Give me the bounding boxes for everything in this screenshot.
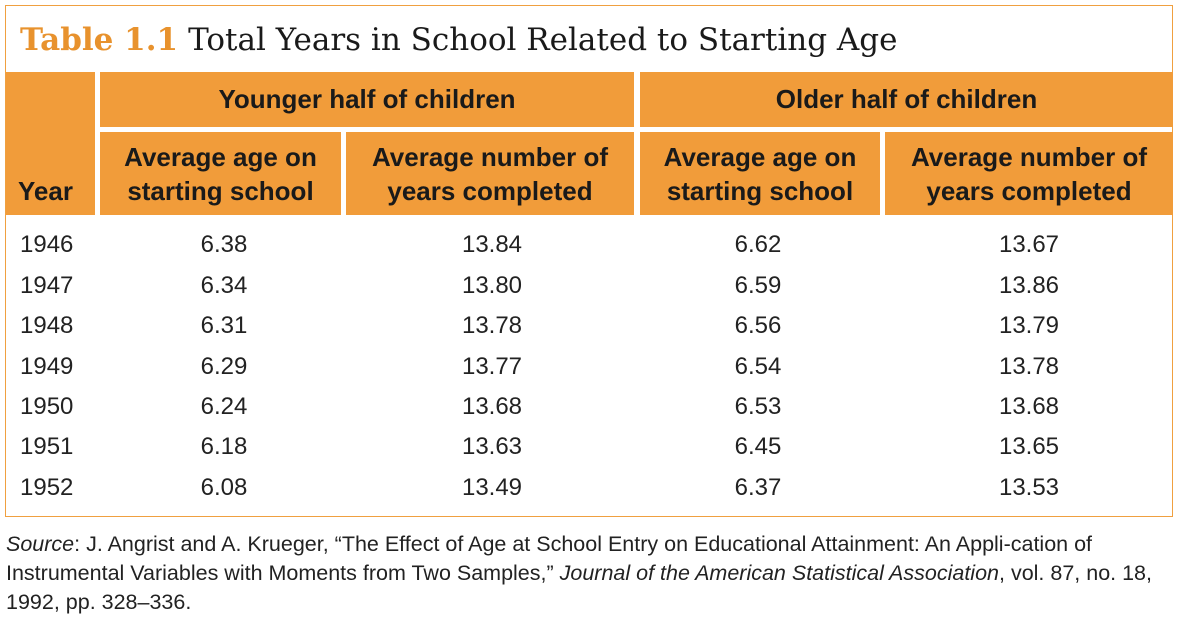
source-note: Source: J. Angrist and A. Krueger, “The … <box>6 530 1172 617</box>
cell-younger-years: 13.68 <box>461 393 523 420</box>
cell-year: 1947 <box>20 271 74 299</box>
cell-older-age: 6.37 <box>734 473 782 501</box>
cell-year: 1950 <box>20 393 74 420</box>
source-citation: , vol. 87, no. 18, 1992, pp. 328–336. <box>6 561 1152 614</box>
cell-older-age: 6.62 <box>734 231 782 258</box>
cell-younger-age: 6.18 <box>200 433 248 460</box>
subheader-older-age: Average age on starting school <box>640 132 880 215</box>
cell-year: 1949 <box>20 352 74 380</box>
cell-younger-years: 13.49 <box>461 473 523 501</box>
table-row: 1949 6.29 13.77 6.54 13.78 <box>6 347 1172 387</box>
group-header-older-label: Older half of children <box>775 84 1038 114</box>
cell-year: 1951 <box>20 433 74 460</box>
group-header-older: Older half of children <box>640 72 1173 127</box>
table-title: Table 1.1 Total Years in School Related t… <box>20 20 897 60</box>
group-header-younger-label: Younger half of children <box>218 84 516 114</box>
subheader-line: Average number of <box>372 141 608 172</box>
cell-older-age: 6.45 <box>734 433 782 460</box>
cell-younger-years: 13.63 <box>461 433 523 460</box>
cell-younger-years: 13.77 <box>461 352 523 380</box>
cell-younger-age: 6.24 <box>200 393 248 420</box>
subheader-line: Average number of <box>911 141 1147 172</box>
subheader-younger-years: Average number of years completed <box>346 132 634 215</box>
table-row: 1946 6.38 13.84 6.62 13.67 <box>6 225 1172 265</box>
cell-older-years: 13.53 <box>998 473 1060 501</box>
table-title-text: Total Years in School Related to Startin… <box>188 22 898 58</box>
cell-older-years: 13.86 <box>998 271 1060 299</box>
subheader-older-years: Average number of years completed <box>885 132 1173 215</box>
group-header-younger: Younger half of children <box>100 72 634 127</box>
year-header: Year <box>6 72 95 215</box>
cell-older-age: 6.54 <box>734 352 782 380</box>
cell-older-years: 13.67 <box>998 231 1060 258</box>
subheader-line: starting school <box>666 175 854 206</box>
subheader-line: Average age on <box>124 141 317 172</box>
cell-older-years: 13.78 <box>998 352 1060 380</box>
cell-older-age: 6.59 <box>734 271 782 299</box>
cell-younger-years: 13.80 <box>461 271 523 299</box>
cell-year: 1952 <box>20 473 74 501</box>
subheader-line: Average age on <box>663 141 857 172</box>
cell-older-age: 6.56 <box>734 312 782 339</box>
source-journal: Journal of the American Statistical Asso… <box>559 561 999 585</box>
cell-younger-years: 13.78 <box>461 312 523 339</box>
cell-younger-age: 6.38 <box>200 231 248 258</box>
cell-younger-age: 6.08 <box>200 473 248 501</box>
table-row: 1948 6.31 13.78 6.56 13.79 <box>6 306 1172 346</box>
cell-older-years: 13.65 <box>998 433 1060 460</box>
table-frame <box>5 5 1173 517</box>
table-row: 1950 6.24 13.68 6.53 13.68 <box>6 387 1172 427</box>
cell-year: 1946 <box>20 231 74 258</box>
table-number: Table 1.1 <box>20 22 179 58</box>
cell-younger-age: 6.34 <box>200 271 248 299</box>
year-header-label: Year <box>18 176 73 206</box>
subheader-line: years completed <box>926 175 1132 206</box>
subheader-line: starting school <box>127 175 314 206</box>
table-row: 1947 6.34 13.80 6.59 13.86 <box>6 266 1172 306</box>
cell-older-age: 6.53 <box>734 393 782 420</box>
subheader-line: years completed <box>387 175 593 206</box>
table-row: 1951 6.18 13.63 6.45 13.65 <box>6 427 1172 467</box>
cell-older-years: 13.79 <box>998 312 1060 339</box>
cell-younger-age: 6.29 <box>200 352 248 380</box>
source-label: Source <box>6 532 75 556</box>
cell-older-years: 13.68 <box>998 393 1060 420</box>
table-row: 1952 6.08 13.49 6.37 13.53 <box>6 468 1172 508</box>
source-text: : J. Angrist and A. Krueger, “The Effect… <box>6 532 1093 585</box>
cell-younger-years: 13.84 <box>461 231 523 258</box>
subheader-younger-age: Average age on starting school <box>100 132 341 215</box>
cell-year: 1948 <box>20 312 74 339</box>
cell-younger-age: 6.31 <box>200 312 248 339</box>
